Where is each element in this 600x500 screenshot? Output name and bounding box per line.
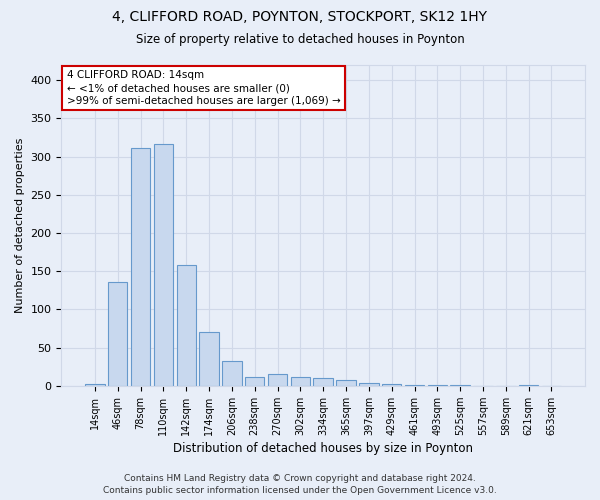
Bar (85, 384, 104, 386)
Bar (313, 378, 333, 386)
X-axis label: Distribution of detached houses by size in Poynton: Distribution of detached houses by size … (173, 442, 473, 455)
Bar (199, 332, 219, 386)
Bar (131, 148, 150, 386)
Bar (405, 385, 424, 386)
Text: Size of property relative to detached houses in Poynton: Size of property relative to detached ho… (136, 32, 464, 46)
Bar (268, 374, 287, 386)
Bar (428, 385, 447, 386)
Bar (245, 376, 265, 386)
Y-axis label: Number of detached properties: Number of detached properties (15, 138, 25, 313)
Text: 4 CLIFFORD ROAD: 14sqm
← <1% of detached houses are smaller (0)
>99% of semi-det: 4 CLIFFORD ROAD: 14sqm ← <1% of detached… (67, 70, 340, 106)
Bar (108, 282, 127, 386)
Bar (451, 385, 470, 386)
Bar (176, 265, 196, 386)
Text: Contains HM Land Registry data © Crown copyright and database right 2024.
Contai: Contains HM Land Registry data © Crown c… (103, 474, 497, 495)
Bar (519, 385, 538, 386)
Bar (154, 144, 173, 386)
Bar (222, 360, 242, 386)
Bar (290, 376, 310, 386)
Bar (382, 384, 401, 386)
Bar (337, 380, 356, 386)
Text: 4, CLIFFORD ROAD, POYNTON, STOCKPORT, SK12 1HY: 4, CLIFFORD ROAD, POYNTON, STOCKPORT, SK… (113, 10, 487, 24)
Bar (359, 383, 379, 386)
